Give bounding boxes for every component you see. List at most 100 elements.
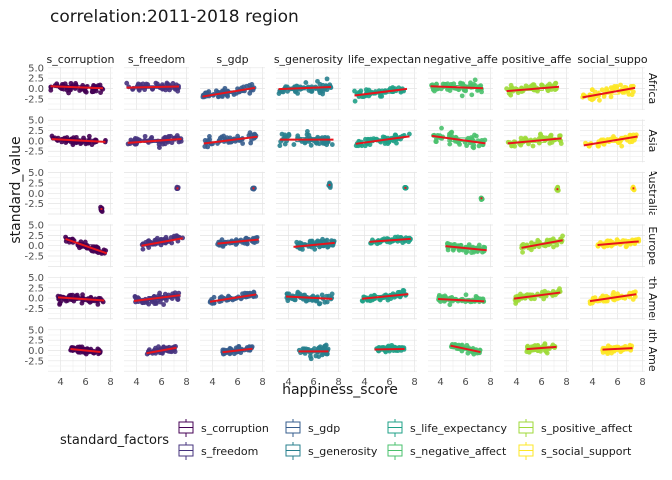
data-point [535,239,541,245]
trend-line [355,135,410,145]
trend-line [127,137,182,144]
legend-item: s_corruption [178,419,269,437]
data-point [77,344,83,350]
data-point [470,144,476,150]
data-point [379,93,385,99]
data-point [325,139,330,145]
data-point [166,134,172,140]
y-tick-label: 0.0 [28,294,44,305]
data-point [247,130,253,136]
data-point [472,77,478,83]
legend: standard_factors s_corruption s_freedom s_g… [60,419,633,460]
trend-line [597,240,639,246]
facet-panel [200,329,265,372]
y-tick-label: -2.5 [24,199,44,210]
facet-panel [352,276,417,320]
trend-line [513,291,561,300]
trend-line [133,294,181,302]
trend-line [431,134,486,145]
trend-line [285,295,333,300]
facet-panel [200,119,265,163]
legend-item: s_life_expectancy [387,419,507,437]
facet-panel [48,171,113,215]
facet-panel [352,171,417,215]
legend-item: s_gdp [285,419,340,437]
data-point [611,290,616,295]
x-tick-label: 8 [411,377,417,388]
data-point [400,240,406,246]
data-point [249,82,255,87]
data-point [482,137,488,143]
legend-label: s_life_expectancy [410,422,507,435]
data-point [465,350,471,356]
y-tick-label: -2.5 [24,147,44,158]
y-tick-label: 2.5 [28,231,44,242]
data-point [395,289,401,295]
data-point [240,141,246,146]
data-point [202,144,208,149]
facet-panel [580,67,645,110]
data-point [308,142,314,148]
trend-line [369,237,411,243]
data-point [306,132,312,138]
data-point [608,94,614,100]
facet-panel [124,329,189,372]
data-point [599,87,605,93]
y-tick-label: 0.0 [28,241,44,252]
column-strip-label: negative_affe [423,53,498,66]
data-point [320,88,326,94]
x-tick-label: 4 [285,377,291,388]
legend-label: s_generosity [308,445,378,458]
y-tick-label: -2.5 [24,94,44,105]
trend-line [437,298,485,303]
data-point [220,243,226,249]
facet-panel [48,329,113,372]
data-point [543,349,549,355]
column-strip-label: s_corruption [47,53,115,66]
legend-item: s_positive_affect [518,419,633,437]
data-point [478,83,484,89]
data-point [447,88,453,93]
data-point [322,299,328,305]
data-point [447,302,453,308]
trend-line [126,85,180,89]
data-point [523,83,529,89]
data-point [316,301,322,307]
data-point [526,141,531,147]
x-tick-label: 6 [462,377,468,388]
facet-panel [200,67,265,110]
facet-panel [504,329,569,372]
trend-line [203,135,258,145]
data-point [303,139,308,145]
data-point [508,92,514,98]
facet-panel [200,276,265,320]
data-point [610,86,615,92]
trend-line [430,85,484,90]
trend-line [293,241,335,248]
facet-panel [276,329,341,372]
data-point [143,81,149,87]
trend-line [526,345,557,351]
legend-label: s_gdp [308,422,340,435]
data-point [463,292,469,298]
data-point [286,131,292,137]
x-tick-label: 4 [437,377,443,388]
data-point [149,135,155,140]
data-point [169,140,175,146]
facet-panel [276,171,341,215]
y-tick-label: 5.0 [28,325,44,336]
x-tick-label: 8 [639,377,645,388]
data-point [157,145,162,151]
data-point [98,90,103,96]
data-point [282,132,288,138]
data-point [439,125,444,131]
y-axis-title: standard_value [8,136,24,243]
data-point [629,343,635,349]
facet-panel [48,224,113,268]
data-point [597,97,602,103]
data-point [161,302,167,307]
data-point [319,292,325,298]
data-point [168,349,174,355]
data-point [217,295,223,301]
trend-line [361,293,409,300]
